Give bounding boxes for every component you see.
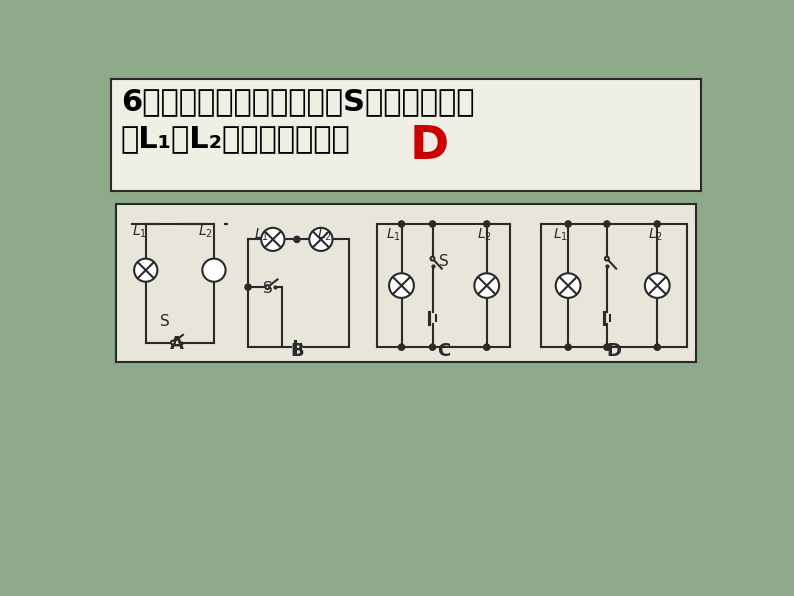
Text: $L_2$: $L_2$ [477,227,492,243]
Text: $L_1$: $L_1$ [254,227,269,243]
Text: A: A [170,335,183,353]
Text: $L_2$: $L_2$ [317,227,332,243]
Circle shape [389,273,414,298]
Text: S: S [160,313,170,328]
Text: $L_2$: $L_2$ [198,224,214,240]
Text: $L_1$: $L_1$ [386,227,401,243]
Circle shape [605,257,609,260]
Text: $L_1$: $L_1$ [553,227,568,243]
Circle shape [310,228,333,251]
Text: 泡L₁、L₂都能发光的是：: 泡L₁、L₂都能发光的是： [121,124,351,153]
Text: D: D [607,343,622,361]
Circle shape [294,236,300,243]
Text: S: S [263,281,272,296]
Circle shape [171,341,175,344]
Circle shape [399,221,405,227]
Circle shape [565,221,571,227]
Text: B: B [291,343,304,361]
Circle shape [484,221,490,227]
Circle shape [265,285,269,289]
Text: C: C [437,343,450,361]
FancyBboxPatch shape [116,204,696,362]
Circle shape [399,344,405,350]
Circle shape [134,259,157,282]
Circle shape [645,273,669,298]
Circle shape [603,221,610,227]
Circle shape [654,221,661,227]
Circle shape [430,221,436,227]
Circle shape [565,344,571,350]
Circle shape [474,273,499,298]
Circle shape [484,344,490,350]
Text: $L_2$: $L_2$ [648,227,663,243]
FancyBboxPatch shape [111,79,701,191]
Circle shape [202,259,225,282]
Circle shape [430,344,436,350]
Circle shape [556,273,580,298]
Text: $L_1$: $L_1$ [132,224,147,240]
Circle shape [245,284,251,290]
Circle shape [654,344,661,350]
Text: S: S [439,254,449,269]
Circle shape [603,344,610,350]
Circle shape [261,228,284,251]
Text: D: D [409,124,449,169]
Text: 6、下列四个电路图中开关S闭合后，小灯: 6、下列四个电路图中开关S闭合后，小灯 [121,87,475,116]
Circle shape [430,257,434,260]
